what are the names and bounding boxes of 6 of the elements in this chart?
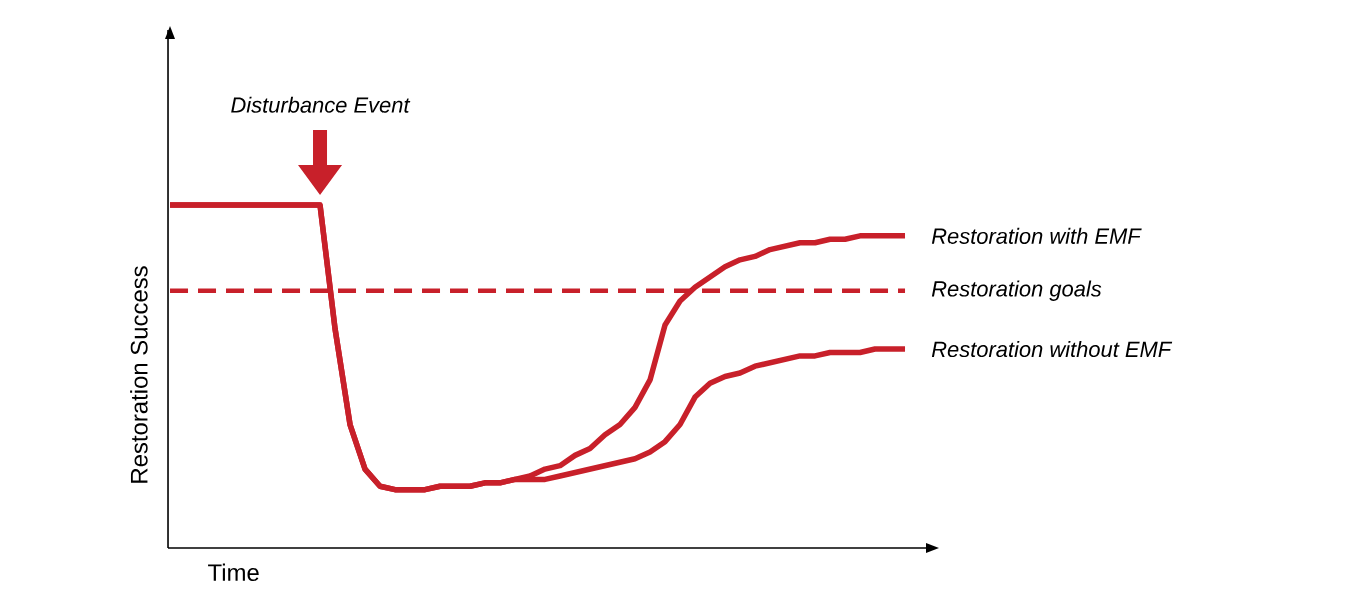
series-label: Restoration with EMF	[931, 227, 1142, 244]
text: Disturbance Event	[231, 96, 411, 113]
y-axis-title: Restoration Success	[130, 266, 148, 483]
x-axis-title: Time	[208, 563, 259, 582]
ref-line-label: Restoration goals	[931, 280, 1102, 301]
series-label: Restoration without EMF	[931, 340, 1173, 358]
